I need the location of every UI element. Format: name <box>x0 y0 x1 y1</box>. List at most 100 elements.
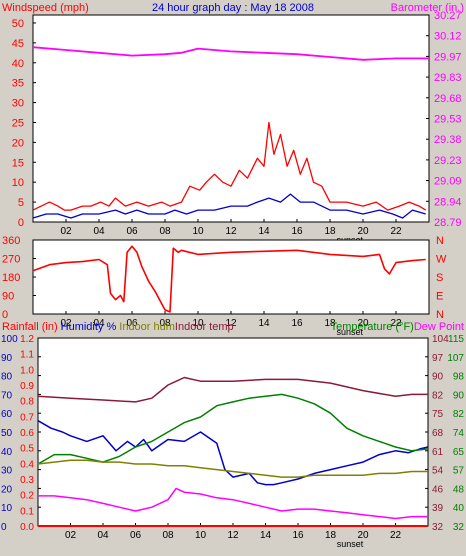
dew-point-y-tick-label: 46 <box>432 484 444 495</box>
x-tick-label: 08 <box>159 318 171 329</box>
temperature-y-tick-label: 90 <box>453 390 465 401</box>
x-tick-label: 12 <box>227 530 239 541</box>
direction-y-tick-label: 270 <box>2 254 20 266</box>
wind-y-tick-label: 40 <box>12 58 24 70</box>
wind-y-tick-label: 45 <box>12 38 24 50</box>
humidity-temperature-legend-left: Rainfall (in) Humidity % Indoor humIndoor … <box>2 321 234 333</box>
dew-point-y-tick-label: 54 <box>432 466 444 477</box>
barometer-y-tick-label: 29.53 <box>434 114 462 126</box>
x-tick-label: 12 <box>225 318 237 329</box>
compass-label: N <box>436 309 444 321</box>
temperature-y-tick-label: 57 <box>453 466 465 477</box>
dew-point-y-tick-label: 32 <box>432 522 444 533</box>
rainfall-y-tick-label: 0.7 <box>20 412 34 423</box>
barometer-line <box>32 46 429 61</box>
barometer-y-tick-label: 29.68 <box>434 93 462 105</box>
dew-point-y-tick-label: 75 <box>432 409 444 420</box>
direction-y-tick-label: 360 <box>2 235 20 247</box>
x-tick-label: 02 <box>60 226 72 237</box>
rainfall-y-tick-label: 0.5 <box>20 444 34 455</box>
x-tick-label: 18 <box>324 226 336 237</box>
temperature-y-tick-label: 82 <box>453 409 465 420</box>
wind-y-tick-label: 50 <box>12 18 24 30</box>
x-tick-label: 18 <box>324 318 336 329</box>
barometer-y-tick-label: 29.09 <box>434 176 462 188</box>
humidity-label: Humidity % <box>61 321 117 333</box>
compass-label: E <box>436 291 443 303</box>
x-tick-label: 20 <box>357 318 369 329</box>
x-tick-label: 16 <box>291 318 303 329</box>
temperature-y-tick-label: 115 <box>448 334 464 345</box>
x-tick-label: 06 <box>126 318 138 329</box>
humidity-temperature-chart: 0.0 0.1 0.2 0.3 0.4 0.5 0.6 0.7 0.8 0.9 1.0 1.1 1.2 0… <box>1 334 464 549</box>
humidity-line <box>37 420 429 486</box>
rainfall-y-tick-label: 0.4 <box>20 459 34 470</box>
dew-point-y-tick-label: 82 <box>432 390 444 401</box>
indoor-temp-label: Indoor temp <box>175 321 234 333</box>
compass-label: N <box>436 235 444 247</box>
temperature-y-tick-label: 74 <box>453 428 465 439</box>
x-tick-label: 08 <box>162 530 174 541</box>
dew-point-y-tick-label: 90 <box>432 372 444 383</box>
dew-point-y-tick-label: 97 <box>432 353 444 364</box>
wind-y-tick-label: 5 <box>18 197 24 209</box>
rainfall-y-tick-label: 0.0 <box>20 522 34 533</box>
rainfall-y-tick-label: 0.9 <box>20 381 34 392</box>
wind-y-tick-label: 25 <box>12 117 24 129</box>
barometer-y-tick-label: 29.83 <box>434 72 462 84</box>
humidity-y-tick-label: 20 <box>1 484 13 495</box>
x-tick-label: 06 <box>126 226 138 237</box>
x-tick-label: 14 <box>260 530 272 541</box>
barometer-y-tick-label: 30.27 <box>434 10 462 22</box>
rainfall-y-tick-label: 0.2 <box>20 491 34 502</box>
indoor-temp-line <box>37 376 428 403</box>
barometer-axis-label: Barometer (in.) <box>391 2 464 14</box>
wind-y-tick-label: 15 <box>12 157 24 169</box>
humidity-y-tick-label: 70 <box>1 390 13 401</box>
x-tick-label: 16 <box>292 530 304 541</box>
humidity-y-tick-label: 90 <box>1 353 13 364</box>
x-tick-label: 22 <box>390 318 402 329</box>
wind-plot-area <box>32 14 430 223</box>
x-tick-label: 10 <box>192 318 204 329</box>
sunset-label: sunset <box>337 539 364 549</box>
x-tick-label: 18 <box>325 530 337 541</box>
direction-y-tick-label: 0 <box>2 309 8 321</box>
wind-y-tick-label: 20 <box>12 137 24 149</box>
x-tick-label: 20 <box>357 226 369 237</box>
x-tick-label: 04 <box>97 530 109 541</box>
humidity-y-tick-label: 60 <box>1 409 13 420</box>
humidity-temperature-legend-right: Temperature (°F)Dew Point <box>331 321 464 333</box>
rainfall-y-tick-label: 0.1 <box>20 506 34 517</box>
rainfall-y-tick-label: 1.2 <box>20 334 34 345</box>
x-tick-label: 10 <box>195 530 207 541</box>
sunset-label: sunset <box>337 327 364 337</box>
barometer-y-tick-label: 29.38 <box>434 134 462 146</box>
barometer-y-tick-label: 29.23 <box>434 155 462 167</box>
dew-point-y-tick-label: 61 <box>432 447 444 458</box>
dew-point-label: Dew Point <box>414 321 464 333</box>
direction-plot-area <box>32 239 430 315</box>
direction-y-tick-label: 90 <box>2 291 14 303</box>
humidity-y-tick-label: 80 <box>1 372 13 383</box>
humidity-y-tick-label: 50 <box>1 428 13 439</box>
rainfall-y-tick-label: 0.6 <box>20 428 34 439</box>
dew-point-y-tick-label: 104 <box>432 334 449 345</box>
compass-label: W <box>436 254 447 266</box>
barometer-y-tick-label: 30.12 <box>434 31 462 43</box>
humidity-plot-area <box>37 337 429 527</box>
temperature-y-tick-label: 107 <box>447 353 464 364</box>
x-tick-label: 02 <box>65 530 77 541</box>
x-tick-label: 04 <box>93 318 105 329</box>
barometer-y-tick-label: 28.94 <box>434 196 462 208</box>
humidity-y-tick-label: 10 <box>1 503 13 514</box>
wind-y-tick-label: 30 <box>12 98 24 110</box>
gust-line <box>32 121 427 211</box>
humidity-y-tick-label: 40 <box>1 447 13 458</box>
barometer-y-tick-label: 29.97 <box>434 51 462 63</box>
temperature-label: Temperature (°F) <box>331 321 414 333</box>
x-tick-label: 12 <box>225 226 237 237</box>
x-tick-label: 04 <box>93 226 105 237</box>
